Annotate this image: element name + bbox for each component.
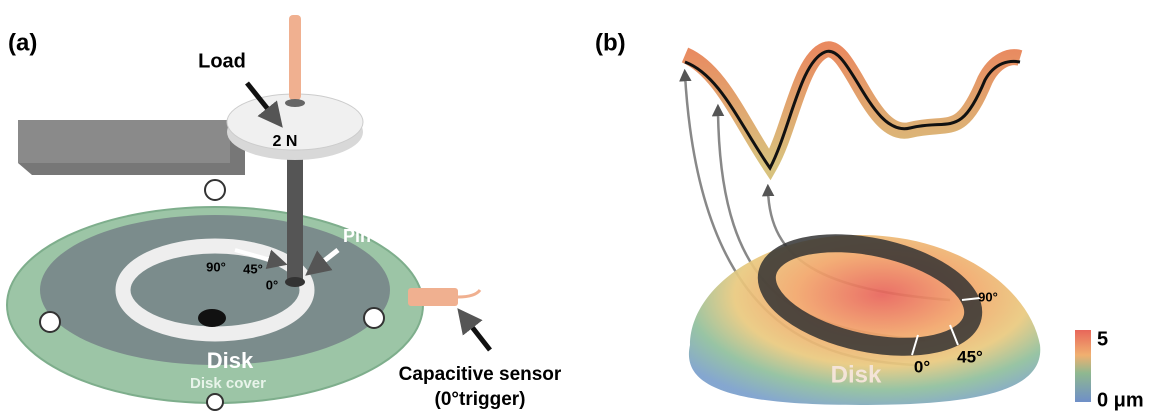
colorbar-min: 0 μm [1097, 389, 1144, 411]
colorbar-max: 5 [1097, 328, 1108, 350]
disk-label: Disk [831, 361, 882, 388]
angle-label: 0° [914, 357, 930, 376]
disk-cover-label: Disk cover [190, 375, 266, 392]
panel-b: (b) 90° 0° 45° Disk 5 0 μm [595, 29, 1144, 411]
load-label: Load [198, 50, 246, 72]
arm-face [18, 120, 230, 163]
disk-surface [40, 215, 390, 365]
sensor-label: (0°trigger) [435, 389, 526, 410]
pin-tip [285, 277, 305, 287]
disk-label: Disk [207, 348, 254, 373]
panel-label: (b) [595, 29, 626, 56]
angle-label: 45° [957, 347, 983, 366]
load-cylinder [289, 15, 301, 100]
load-hub [285, 99, 305, 107]
colorbar [1075, 330, 1091, 402]
pin-rod [287, 145, 303, 280]
weight-label: 2 N [273, 133, 298, 150]
angle-label: 90° [206, 259, 226, 274]
sensor-arrow [465, 318, 490, 350]
panel-a: (a) Load 2 N Pin 90° 45° 0° Disk Disk co… [7, 15, 562, 410]
sensor-body [408, 288, 458, 306]
figure: (a) Load 2 N Pin 90° 45° 0° Disk Disk co… [0, 0, 1156, 414]
hole [198, 309, 226, 327]
pin-label: Pin [343, 226, 371, 246]
panel-label: (a) [8, 29, 37, 56]
angle-label: 0° [266, 277, 278, 292]
sensor-wire [458, 290, 480, 297]
angle-label: 90° [978, 289, 998, 304]
sensor-label: Capacitive sensor [399, 364, 562, 385]
angle-label: 45° [243, 261, 263, 276]
